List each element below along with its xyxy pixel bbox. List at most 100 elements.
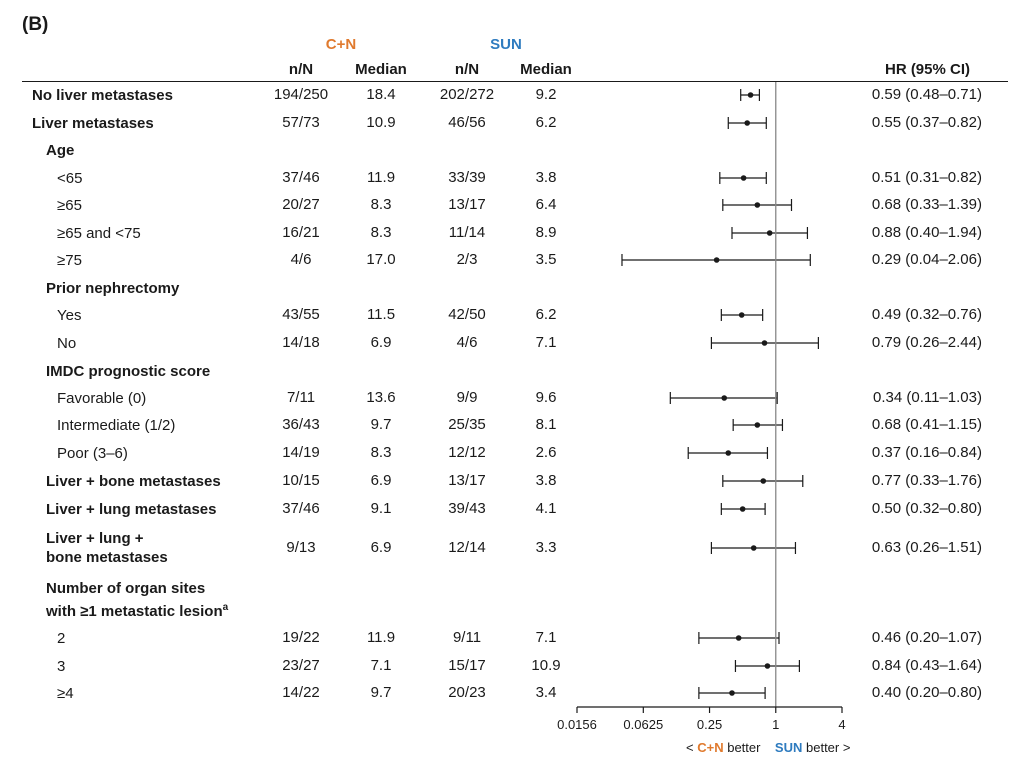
cell-n-cn: 37/46 xyxy=(282,169,320,186)
hr-value: 0.88 (0.40–1.94) xyxy=(871,224,982,241)
row-label: Age xyxy=(46,141,75,159)
hr-point xyxy=(725,450,732,456)
cell-n-cn: 19/22 xyxy=(282,629,320,646)
panel-label: (B) xyxy=(22,14,49,35)
x-tick-label: 1 xyxy=(772,717,779,732)
row-label: IMDC prognostic score xyxy=(46,362,211,380)
cell-median-sun: 2.6 xyxy=(535,444,557,461)
hr-value: 0.34 (0.11–1.03) xyxy=(873,389,982,406)
x-tick-label: 0.0156 xyxy=(557,717,597,732)
col-header-n-cn: n/N xyxy=(288,61,314,78)
hr-point xyxy=(740,175,747,181)
hr-point xyxy=(754,422,761,428)
row-label: Liver + lung + bone metastases xyxy=(46,530,168,566)
cell-median-sun: 9.6 xyxy=(535,389,557,406)
cell-n-sun: 9/11 xyxy=(452,629,482,646)
col-header-hr: HR (95% CI) xyxy=(884,61,970,78)
col-header-n-sun: n/N xyxy=(454,61,480,78)
footnote-marker: a xyxy=(222,602,229,613)
x-tick-label: 4 xyxy=(838,717,845,732)
cell-median-cn: 6.9 xyxy=(370,539,392,556)
cell-n-sun: 25/35 xyxy=(448,416,486,433)
cell-n-sun: 46/56 xyxy=(448,114,486,131)
hr-value: 0.63 (0.26–1.51) xyxy=(871,539,982,556)
cell-n-cn: 194/250 xyxy=(273,86,329,103)
cell-n-sun: 12/12 xyxy=(448,444,486,461)
row-label: No liver metastases xyxy=(32,86,173,104)
cell-n-cn: 36/43 xyxy=(282,416,320,433)
hr-value: 0.50 (0.32–0.80) xyxy=(871,500,982,517)
hr-value: 0.68 (0.33–1.39) xyxy=(871,196,982,213)
col-header-median-cn: Median xyxy=(355,61,407,78)
cell-n-sun: 15/17 xyxy=(448,657,486,674)
cell-median-cn: 10.9 xyxy=(366,114,396,131)
cell-median-cn: 11.9 xyxy=(366,169,396,186)
hr-point xyxy=(744,120,751,126)
cell-n-sun: 39/43 xyxy=(448,500,486,517)
cell-median-sun: 6.2 xyxy=(535,114,557,131)
hr-value: 0.37 (0.16–0.84) xyxy=(871,444,982,461)
hr-value: 0.84 (0.43–1.64) xyxy=(871,657,982,674)
cell-n-cn: 57/73 xyxy=(282,114,320,131)
col-header-median-sun: Median xyxy=(520,61,572,78)
hr-value: 0.51 (0.31–0.82) xyxy=(871,169,982,186)
cell-n-sun: 4/6 xyxy=(456,334,478,351)
cell-median-cn: 6.9 xyxy=(370,472,392,489)
cell-median-cn: 6.9 xyxy=(370,334,392,351)
hr-point xyxy=(738,312,745,318)
cell-n-cn: 20/27 xyxy=(282,196,320,213)
hr-point xyxy=(721,395,728,401)
header-rule xyxy=(22,81,1008,82)
cell-median-sun: 9.2 xyxy=(535,86,557,103)
hr-point xyxy=(764,663,771,669)
row-label: Prior nephrectomy xyxy=(46,279,180,297)
cell-n-sun: 33/39 xyxy=(448,169,486,186)
hr-value: 0.68 (0.41–1.15) xyxy=(871,416,982,433)
hr-point xyxy=(729,690,735,696)
cell-median-cn: 8.3 xyxy=(370,224,392,241)
hr-point xyxy=(766,230,773,236)
row-label: Favorable (0) xyxy=(57,389,147,407)
cell-median-sun: 7.1 xyxy=(535,334,557,351)
cell-median-sun: 4.1 xyxy=(535,500,557,517)
cell-median-cn: 8.3 xyxy=(370,444,392,461)
cell-median-sun: 10.9 xyxy=(531,657,561,674)
hr-point xyxy=(747,92,754,98)
legend-sun-group: SUN xyxy=(774,740,803,755)
cell-median-sun: 3.4 xyxy=(535,684,557,701)
row-label: ≥65 xyxy=(57,196,82,214)
cell-median-cn: 7.1 xyxy=(370,657,392,674)
cell-median-sun: 3.3 xyxy=(535,539,557,556)
hr-point xyxy=(735,635,742,641)
cell-median-sun: 6.4 xyxy=(535,196,557,213)
cell-n-sun: 12/14 xyxy=(448,539,486,556)
row-label: ≥65 and <75 xyxy=(57,224,141,242)
hr-point xyxy=(761,340,768,346)
cell-median-sun: 7.1 xyxy=(535,629,557,646)
cell-n-cn: 4/6 xyxy=(290,251,312,268)
cell-n-cn: 14/22 xyxy=(282,684,320,701)
cell-median-cn: 8.3 xyxy=(370,196,392,213)
cell-median-cn: 9.1 xyxy=(370,500,392,517)
hr-value: 0.55 (0.37–0.82) xyxy=(871,114,982,131)
cell-median-sun: 3.8 xyxy=(535,472,557,489)
cell-median-cn: 11.9 xyxy=(366,629,396,646)
cell-n-cn: 7/11 xyxy=(286,389,316,406)
row-label: <65 xyxy=(57,169,83,187)
legend-right-arrow: > xyxy=(842,740,851,755)
cell-median-cn: 13.6 xyxy=(366,389,396,406)
cell-n-cn: 14/18 xyxy=(282,334,320,351)
cell-n-cn: 14/19 xyxy=(282,444,320,461)
cell-n-cn: 16/21 xyxy=(282,224,320,241)
cell-n-sun: 13/17 xyxy=(448,196,486,213)
cell-median-cn: 17.0 xyxy=(366,251,396,268)
cell-n-cn: 10/15 xyxy=(282,472,320,489)
row-label: 2 xyxy=(57,629,66,647)
cell-median-sun: 3.5 xyxy=(535,251,557,268)
cell-n-sun: 11/14 xyxy=(448,224,486,241)
cell-n-cn: 37/46 xyxy=(282,500,320,517)
hr-value: 0.49 (0.32–0.76) xyxy=(871,306,982,323)
legend-cn-text: better xyxy=(727,740,761,755)
hr-point xyxy=(713,257,720,263)
